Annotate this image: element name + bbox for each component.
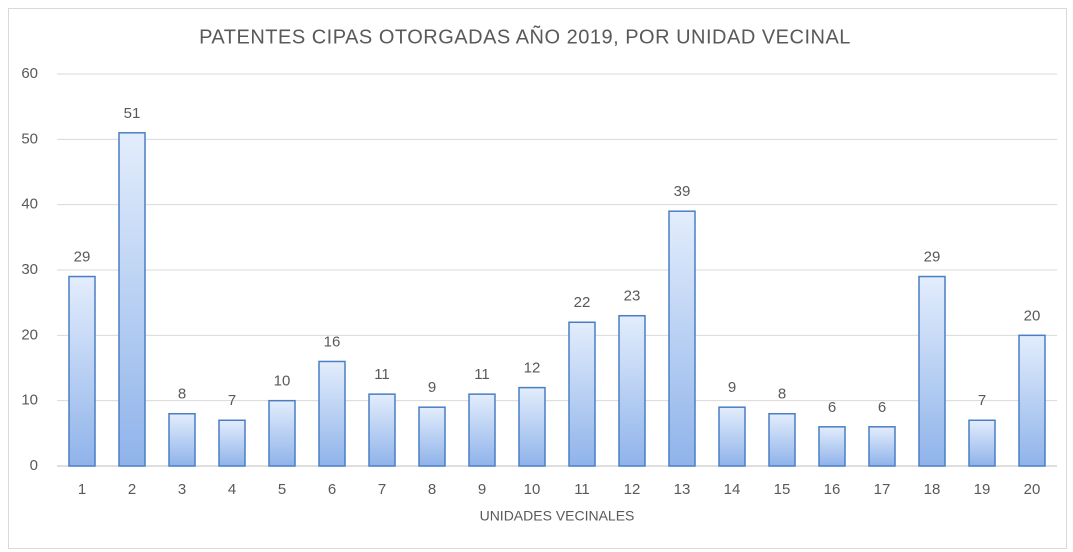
bar (118, 132, 146, 467)
data-label: 6 (878, 399, 886, 416)
data-label: 8 (178, 386, 186, 403)
bar (768, 412, 796, 467)
chart-frame (8, 8, 1067, 549)
y-tick-label: 50 (21, 130, 38, 147)
data-label: 12 (524, 360, 541, 377)
bar (468, 393, 496, 467)
data-label: 22 (574, 294, 591, 311)
x-axis-label: UNIDADES VECINALES (480, 508, 635, 524)
bar (868, 426, 896, 467)
data-label: 11 (374, 366, 390, 383)
data-label: 16 (324, 333, 341, 350)
data-label: 8 (778, 386, 786, 403)
data-label: 23 (624, 288, 641, 305)
bar (218, 419, 246, 467)
bar (368, 393, 396, 467)
bar (718, 406, 746, 467)
x-tick-label: 12 (624, 481, 641, 498)
bar (668, 210, 696, 467)
data-label: 39 (674, 183, 691, 200)
y-tick-label: 60 (21, 65, 38, 82)
x-tick-label: 1 (78, 481, 86, 498)
data-label: 29 (74, 249, 91, 266)
data-label: 51 (124, 105, 141, 122)
data-label: 20 (1024, 307, 1041, 324)
y-tick-label: 30 (21, 261, 38, 278)
bar (318, 360, 346, 467)
x-tick-label: 10 (524, 481, 541, 498)
x-tick-label: 18 (924, 481, 941, 498)
y-tick-label: 20 (21, 326, 38, 343)
data-label: 9 (728, 379, 736, 396)
bar (818, 426, 846, 467)
x-tick-label: 6 (328, 481, 336, 498)
data-label: 11 (474, 366, 490, 383)
bar (518, 386, 546, 467)
x-tick-label: 15 (774, 481, 791, 498)
bar (918, 275, 946, 467)
y-tick-label: 40 (21, 196, 38, 213)
data-label: 6 (828, 399, 836, 416)
y-tick-label: 0 (30, 457, 38, 474)
bar (1018, 334, 1046, 467)
data-label: 29 (924, 249, 941, 266)
x-tick-label: 17 (874, 481, 891, 498)
x-tick-label: 14 (724, 481, 741, 498)
x-tick-label: 11 (574, 481, 590, 498)
bar (418, 406, 446, 467)
bar (268, 399, 296, 467)
x-tick-label: 20 (1024, 481, 1041, 498)
data-label: 7 (978, 392, 986, 409)
x-tick-label: 7 (378, 481, 386, 498)
bar (968, 419, 996, 467)
x-tick-label: 5 (278, 481, 286, 498)
bar (68, 275, 96, 467)
x-tick-label: 13 (674, 481, 691, 498)
bar (568, 321, 596, 467)
x-tick-label: 4 (228, 481, 236, 498)
bar (168, 412, 196, 467)
x-tick-label: 8 (428, 481, 436, 498)
x-tick-label: 2 (128, 481, 136, 498)
chart-title: PATENTES CIPAS OTORGADAS AÑO 2019, POR U… (199, 24, 851, 48)
y-tick-label: 10 (21, 392, 38, 409)
data-label: 10 (274, 373, 291, 390)
data-label: 7 (228, 392, 236, 409)
x-tick-label: 9 (478, 481, 486, 498)
x-tick-label: 3 (178, 481, 186, 498)
bar (618, 314, 646, 467)
data-label: 9 (428, 379, 436, 396)
x-tick-label: 16 (824, 481, 841, 498)
x-tick-label: 19 (974, 481, 991, 498)
